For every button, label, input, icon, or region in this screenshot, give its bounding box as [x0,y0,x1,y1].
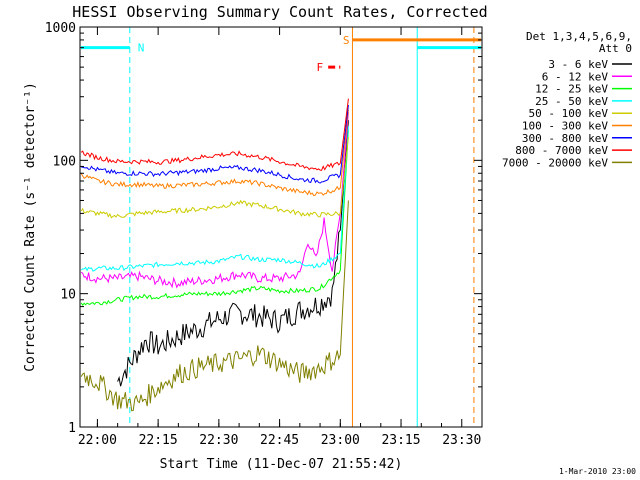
legend-label: 800 - 7000 keV [515,144,608,157]
legend-label: 3 - 6 keV [548,58,608,71]
flag-label-s: S [343,34,350,47]
legend-label: 25 - 50 keV [535,95,608,108]
x-tick-label: 23:15 [381,433,420,448]
x-tick-label: 23:00 [321,433,360,448]
series-line [117,120,349,387]
legend-label: 100 - 300 keV [522,120,608,133]
y-axis-label: Corrected Count Rate (s⁻¹ detector⁻¹) [23,82,38,372]
legend-label: 7000 - 20000 keV [502,156,608,169]
y-tick-label: 10 [60,288,76,303]
x-axis: 22:00 22:15 22:30 22:45 23:00 23:15 23:30 [78,27,481,448]
chart-title: HESSI Observing Summary Count Rates, Cor… [72,3,487,21]
legend-label: 6 - 12 keV [542,70,609,83]
plot-area: N S F [79,26,483,428]
series-line [80,126,349,272]
y-tick-label: 100 [53,154,76,169]
series-line [81,104,349,184]
legend-label: 12 - 25 keV [535,83,608,96]
y-axis: 1 10 100 1000 [45,21,482,436]
annotation-layer: N S F [81,27,481,427]
footer-date: 1-Mar-2010 23:00 [559,467,636,476]
x-tick-label: 23:30 [442,433,481,448]
x-tick-label: 22:30 [199,433,238,448]
series-line [80,200,349,412]
x-tick-label: 22:45 [260,433,299,448]
x-axis-label: Start Time (11-Dec-07 21:55:42) [160,457,403,472]
series-line [80,109,349,197]
x-tick-label: 22:15 [139,433,178,448]
plot-frame [79,26,483,428]
series-line [80,98,349,171]
flag-label-n: N [138,42,145,55]
legend-label: 300 - 800 keV [522,132,608,145]
y-tick-label: 1 [68,421,76,436]
y-tick-label: 1000 [45,21,76,36]
x-tick-label: 22:00 [78,433,117,448]
series-line [80,129,349,307]
legend-header-line-2: Att 0 [599,42,632,55]
series-layer [80,98,349,412]
series-line [80,136,349,219]
legend-header-line-1: Det 1,3,4,5,6,9, [526,30,632,43]
flag-label-f: F [317,61,324,74]
legend-label: 50 - 100 keV [529,107,609,120]
